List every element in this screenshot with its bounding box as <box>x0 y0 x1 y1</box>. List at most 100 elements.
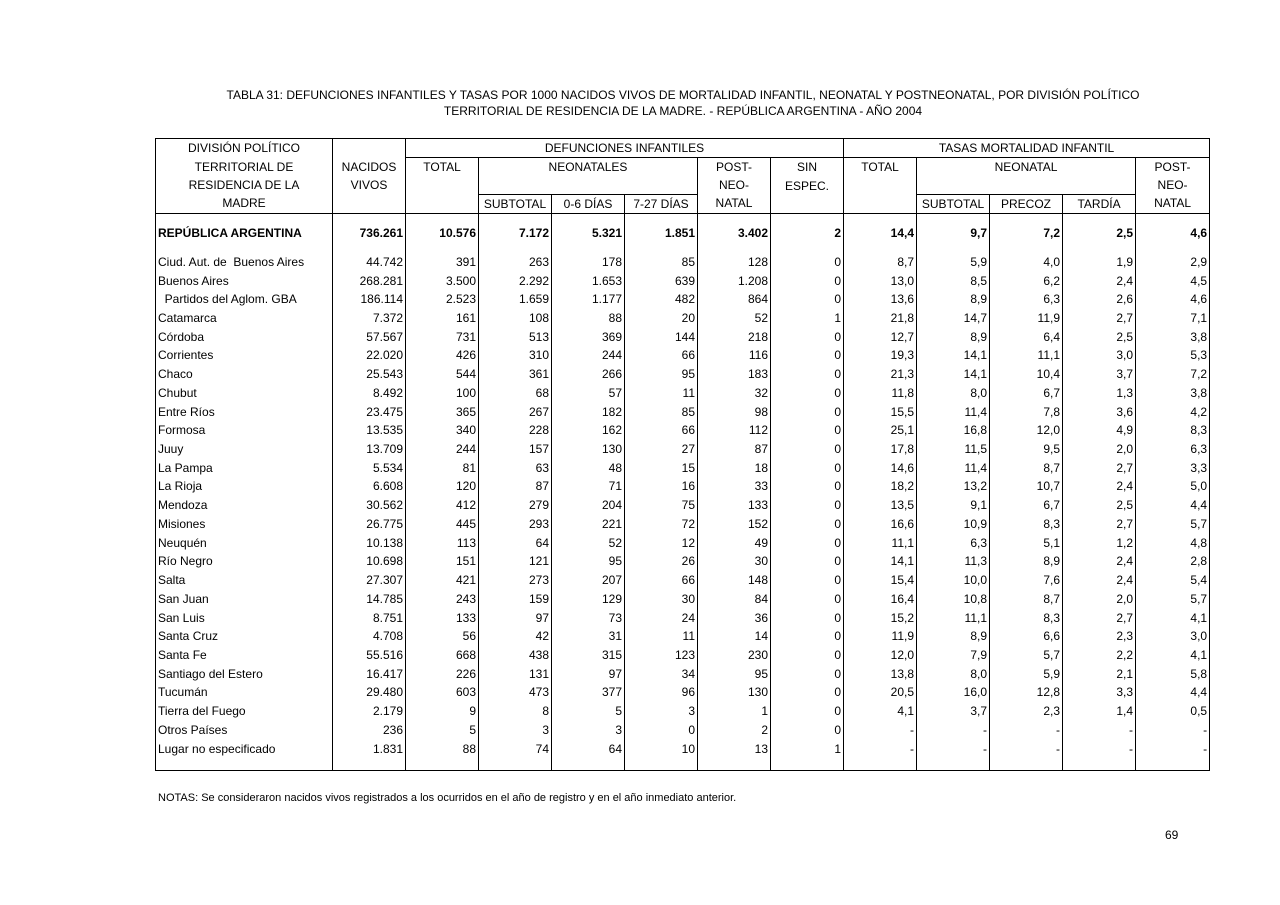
cell-value: 369 <box>551 327 625 347</box>
cell-value: 133 <box>405 608 479 627</box>
cell-value: 148 <box>697 570 771 590</box>
cell-value: 0 <box>769 252 844 272</box>
cell-value: 3,3 <box>1062 683 1136 702</box>
cell-value: 8,9 <box>989 552 1063 571</box>
cell-value: 0 <box>769 271 844 290</box>
cell-value: 4,1 <box>1135 608 1210 627</box>
cell-value: 29.480 <box>332 683 406 702</box>
cell-value: 3,6 <box>1062 402 1136 421</box>
mortality-table: DIVISIÓN POLÍTICO DEFUNCIONES INFANTILES… <box>155 138 1211 771</box>
cell-value: 2,4 <box>1062 477 1136 496</box>
cell-value: 7,2 <box>989 213 1063 253</box>
cell-value: 3 <box>551 720 625 740</box>
cell-value: 11,3 <box>916 552 990 571</box>
cell-value: 19,3 <box>843 346 917 365</box>
table-row: Lugar no especificado 1.831 88 74 64 10 13 1- - -… <box>156 739 1210 758</box>
cell-value: 8 <box>478 701 552 721</box>
cell-value: 84 <box>697 589 771 609</box>
cell-value: 218 <box>697 327 771 347</box>
cell-value: 81 <box>405 458 479 478</box>
cell-value: 0 <box>769 439 844 459</box>
row-label: Córdoba <box>158 329 205 344</box>
cell-value: 56 <box>405 626 479 646</box>
row-label: Mendoza <box>158 498 208 513</box>
cell-value: 445 <box>405 514 479 534</box>
cell-value: 3,3 <box>1135 458 1210 478</box>
cell-value: 2,6 <box>1062 289 1136 309</box>
cell-value: 42 <box>478 626 552 646</box>
cell-value: 0 <box>769 570 844 590</box>
cell-value <box>478 757 552 771</box>
row-label: Neuquén <box>158 535 207 550</box>
cell-value: 66 <box>624 420 698 440</box>
header-tasa-total: TOTAL <box>843 157 917 213</box>
cell-value: - <box>1062 720 1136 740</box>
cell-value: 64 <box>478 533 552 552</box>
cell-value: 11,4 <box>916 402 990 421</box>
cell-value: 2,7 <box>1062 458 1136 478</box>
cell-value: 133 <box>697 495 771 515</box>
row-label: Santa Cruz <box>158 629 219 644</box>
cell-value: 0 <box>769 589 844 609</box>
cell-value: 736.261 <box>332 213 406 253</box>
cell-value <box>697 757 771 771</box>
table-row: Neuquén 10.138 113 64 52 12 49 0 11,1 6,3 5,1 1,2 4,… <box>156 533 1210 552</box>
header-def-post-3: NATAL <box>697 194 771 214</box>
cell-value: 68 <box>478 383 552 403</box>
cell-value: 6,3 <box>916 533 990 552</box>
table-row: Santiago del Estero 16.417 226 131 97 34 95 0 13… <box>156 664 1210 684</box>
cell-value <box>1135 757 1210 771</box>
header-division-2: TERRITORIAL DE <box>194 159 294 174</box>
cell-value: 11,9 <box>989 308 1063 328</box>
cell-value: 293 <box>478 514 552 534</box>
cell-value: 25.543 <box>332 364 406 384</box>
cell-value: 2,5 <box>1062 495 1136 515</box>
cell-value: 16 <box>624 477 698 496</box>
row-label: Santa Fe <box>158 647 207 662</box>
cell-value: 8,7 <box>843 252 917 272</box>
cell-value <box>1062 757 1136 771</box>
row-label: Juuy <box>158 442 184 457</box>
cell-value: 5,0 <box>1135 477 1210 496</box>
cell-value: 129 <box>551 589 625 609</box>
cell-value: 8.492 <box>332 383 406 403</box>
cell-value: 74 <box>478 739 552 758</box>
cell-value: 8,9 <box>916 289 990 309</box>
cell-value: 221 <box>551 514 625 534</box>
cell-value: 2,5 <box>1062 213 1136 253</box>
cell-value: 310 <box>478 346 552 365</box>
cell-value: 0 <box>769 383 844 403</box>
cell-value: 0 <box>769 552 844 571</box>
cell-value: 21,8 <box>843 308 917 328</box>
cell-value: 266 <box>551 364 625 384</box>
cell-value: 1,4 <box>1062 701 1136 721</box>
header-precoz: PRECOZ <box>989 194 1063 214</box>
cell-value <box>624 757 698 771</box>
cell-value <box>989 757 1063 771</box>
cell-value: 97 <box>551 664 625 684</box>
cell-value: 3,8 <box>1135 383 1210 403</box>
cell-value <box>843 757 917 771</box>
cell-value: 473 <box>478 683 552 702</box>
cell-value: 1.851 <box>624 213 698 253</box>
cell-value: 13,2 <box>916 477 990 496</box>
cell-value: 0 <box>769 327 844 347</box>
cell-value: 0 <box>769 533 844 552</box>
header-def-post-2: NEO- <box>697 176 771 194</box>
cell-value: 2,7 <box>1062 514 1136 534</box>
cell-value: 9 <box>405 701 479 721</box>
cell-value: 864 <box>697 289 771 309</box>
cell-value: 0 <box>769 608 844 627</box>
cell-value: 2.523 <box>405 289 479 309</box>
table-row: Tucumán 29.480 603 473 377 96 130 0 20,5 16,0 12,8… <box>156 683 1210 702</box>
cell-value: 11,9 <box>843 626 917 646</box>
cell-value: 9,7 <box>916 213 990 253</box>
table-row: Misiones 26.775 445 293 221 72 152 0 16,6 10,9 8,3… <box>156 514 1210 534</box>
cell-value: 6,7 <box>989 495 1063 515</box>
cell-value: 14,6 <box>843 458 917 478</box>
row-label: Entre Ríos <box>158 404 215 419</box>
cell-value: 13.709 <box>332 439 406 459</box>
cell-value: 14,7 <box>916 308 990 328</box>
cell-value: 1,2 <box>1062 533 1136 552</box>
header-neonatal: NEONATAL <box>916 157 1136 195</box>
